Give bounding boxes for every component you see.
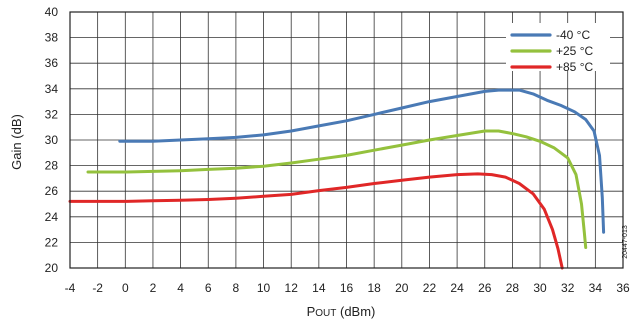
x-tick-label: 0 xyxy=(122,281,129,295)
legend-label: -40 °C xyxy=(556,28,590,42)
series-line-3 xyxy=(68,172,564,270)
series-line-2 xyxy=(86,129,588,249)
x-tick-label: 24 xyxy=(450,281,464,295)
x-tick-label: 36 xyxy=(616,281,630,295)
x-tick-label: 28 xyxy=(506,281,520,295)
legend-label: +25 °C xyxy=(556,44,593,58)
legend-background xyxy=(506,23,610,71)
y-tick-label: 28 xyxy=(45,159,59,173)
legend-label: +85 °C xyxy=(556,60,593,74)
x-tick-label: 14 xyxy=(312,281,326,295)
y-tick-label: 40 xyxy=(45,5,59,19)
y-tick-label: 20 xyxy=(45,261,59,275)
y-tick-label: 24 xyxy=(45,210,59,224)
x-tick-label: 26 xyxy=(478,281,492,295)
x-tick-label: 22 xyxy=(423,281,437,295)
tick-labels: -4 -2 0 2 4 6 8 10 12 14 16 18 20 22 24 26 28 30 32 34 36202… xyxy=(45,5,630,295)
plot-frame xyxy=(69,11,624,269)
x-axis-title-sub: OUT xyxy=(315,308,336,319)
x-tick-label: 16 xyxy=(340,281,354,295)
figure-id: 20447-013 xyxy=(622,225,629,259)
series-line-1 xyxy=(118,88,606,234)
x-tick-label: 2 xyxy=(150,281,157,295)
y-axis-title: Gain (dB) xyxy=(9,114,24,170)
x-tick-label: 4 xyxy=(177,281,184,295)
x-tick-label: 18 xyxy=(367,281,381,295)
x-tick-label: -4 xyxy=(65,281,76,295)
y-tick-label: 38 xyxy=(45,31,59,45)
legend: -40 °C +25 °C +85 °C xyxy=(506,23,610,74)
x-axis-title-main: P xyxy=(307,304,316,319)
y-tick-label: 34 xyxy=(45,82,59,96)
x-tick-label: 32 xyxy=(561,281,575,295)
x-tick-label: 20 xyxy=(395,281,409,295)
y-tick-label: 32 xyxy=(45,107,59,121)
x-axis-title-unit: (dBm) xyxy=(336,304,375,319)
x-tick-label: 10 xyxy=(257,281,271,295)
y-tick-label: 26 xyxy=(45,184,59,198)
x-tick-label: 6 xyxy=(205,281,212,295)
x-tick-label: 12 xyxy=(285,281,299,295)
x-axis-title: POUT (dBm) xyxy=(307,304,376,319)
y-tick-label: 22 xyxy=(45,235,59,249)
x-tick-label: -2 xyxy=(92,281,103,295)
y-tick-label: 30 xyxy=(45,133,59,147)
x-tick-label: 30 xyxy=(533,281,547,295)
x-tick-label: 8 xyxy=(233,281,240,295)
series-lines xyxy=(68,88,606,270)
x-tick-label: 34 xyxy=(589,281,603,295)
y-tick-label: 36 xyxy=(45,56,59,70)
